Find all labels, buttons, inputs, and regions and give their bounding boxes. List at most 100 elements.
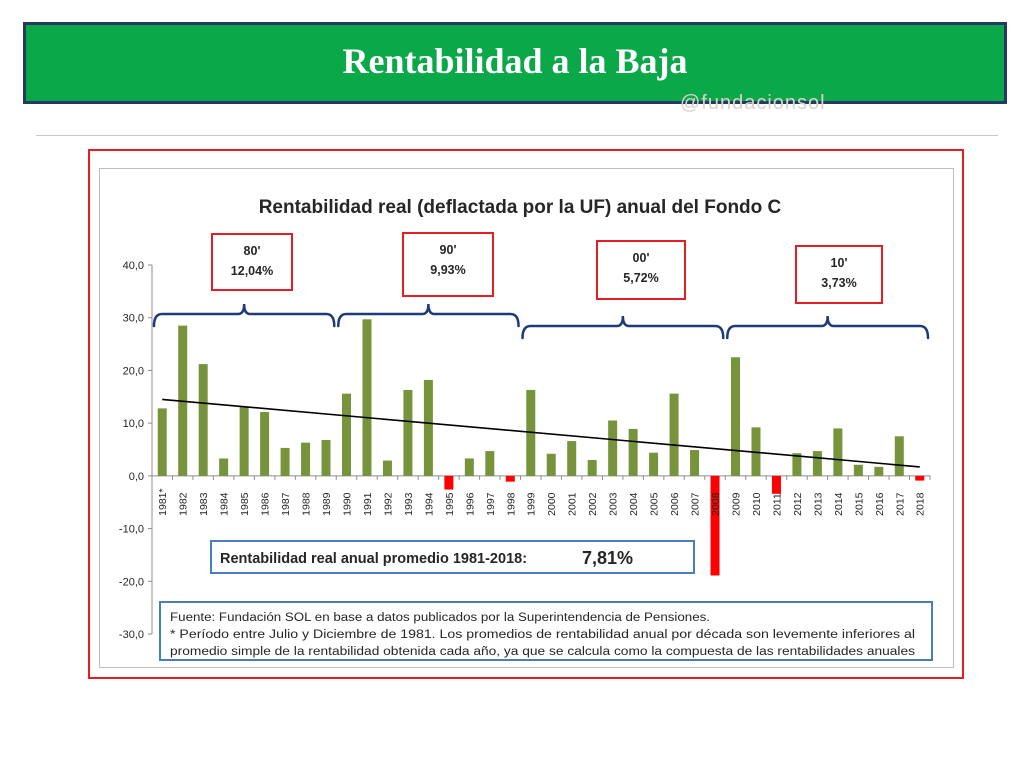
x-tick-label: 2006 — [669, 492, 681, 516]
decade-box-0 — [211, 233, 293, 291]
decade-label: 90' — [440, 243, 457, 257]
x-tick-label: 1990 — [342, 492, 354, 516]
bar-1984 — [219, 458, 229, 476]
slide-title: Rentabilidad a la Baja — [342, 41, 688, 81]
bar-1996 — [464, 458, 474, 476]
bar-2000 — [546, 453, 556, 476]
bar-2005 — [649, 452, 659, 476]
y-tick-label: 10,0 — [123, 418, 144, 430]
bar-2003 — [608, 420, 618, 476]
x-tick-label: 2017 — [894, 492, 906, 516]
bar-1998 — [505, 475, 515, 482]
x-tick-label: 2011 — [771, 493, 783, 516]
bar-1994 — [423, 379, 433, 476]
x-tick-label: 1988 — [301, 492, 313, 516]
bar-1987 — [280, 447, 290, 476]
watermark-handle: @fundacionsol — [680, 92, 826, 114]
bar-1986 — [260, 412, 270, 476]
x-tick-label: 1993 — [403, 492, 415, 516]
average-label: Rentabilidad real anual promedio 1981-20… — [220, 551, 527, 567]
bar-1985 — [239, 406, 249, 476]
decade-bracket-2 — [521, 315, 725, 340]
x-tick-label: 2008 — [710, 492, 722, 516]
decade-value: 3,73% — [821, 276, 856, 290]
decade-bracket-1 — [337, 303, 520, 328]
x-tick-label: 2004 — [628, 492, 640, 516]
bar-1983 — [198, 364, 208, 476]
source-line: Fuente: Fundación SOL en base a datos pu… — [170, 612, 710, 624]
decade-bracket-3 — [726, 315, 930, 340]
decade-value: 12,04% — [231, 264, 273, 278]
source-line: * Período entre Julio y Diciembre de 198… — [170, 629, 915, 641]
x-tick-label: 1991 — [362, 492, 374, 516]
chart-title: Rentabilidad real (deflactada por la UF)… — [259, 197, 782, 218]
bar-2011 — [771, 475, 781, 494]
bar-2017 — [894, 436, 904, 476]
x-tick-label: 2015 — [853, 492, 865, 516]
bar-2018 — [915, 475, 925, 481]
bar-2007 — [690, 450, 700, 476]
decade-box-3 — [795, 245, 883, 304]
decade-label: 00' — [633, 251, 650, 265]
x-tick-label: 1992 — [382, 492, 394, 516]
bar-1997 — [485, 451, 495, 476]
x-tick-label: 1984 — [219, 492, 231, 516]
x-tick-label: 1998 — [505, 492, 517, 516]
bar-1989 — [321, 440, 331, 476]
x-tick-label: 2007 — [690, 492, 702, 516]
x-tick-label: 1999 — [526, 492, 538, 516]
x-tick-label: 1989 — [321, 492, 333, 516]
bar-2009 — [731, 357, 740, 476]
x-tick-label: 2005 — [649, 492, 661, 516]
x-tick-label: 1986 — [260, 492, 272, 516]
slide-header: Rentabilidad a la Baja — [23, 22, 1007, 104]
decade-value: 5,72% — [623, 271, 658, 285]
y-tick-label: -20,0 — [119, 576, 144, 588]
y-tick-label: -10,0 — [119, 524, 144, 536]
x-tick-label: 2010 — [751, 492, 763, 516]
x-tick-label: 1985 — [239, 492, 251, 516]
bar-1981 — [157, 408, 167, 476]
x-tick-label: 1996 — [464, 492, 476, 516]
bar-2015 — [853, 464, 863, 476]
decade-box-2 — [596, 240, 686, 300]
bar-1992 — [382, 460, 392, 476]
bar-2016 — [874, 466, 884, 476]
bar-2006 — [669, 393, 679, 476]
average-box — [210, 540, 695, 574]
x-tick-label: 2000 — [546, 492, 558, 516]
y-tick-label: 20,0 — [123, 365, 144, 377]
bar-2004 — [628, 428, 638, 476]
decade-bracket-0 — [152, 303, 336, 328]
x-tick-label: 1995 — [444, 492, 456, 516]
bar-1995 — [444, 475, 454, 490]
bar-2013 — [812, 451, 822, 476]
decade-label: 80' — [244, 244, 261, 258]
x-tick-label: 2009 — [731, 492, 743, 516]
divider — [36, 135, 998, 136]
bar-2001 — [567, 441, 577, 476]
bar-1988 — [301, 442, 311, 476]
x-tick-label: 1982 — [178, 492, 190, 516]
x-tick-label: 1987 — [280, 492, 292, 516]
x-tick-label: 1981* — [157, 488, 169, 515]
bar-2002 — [587, 460, 597, 476]
y-tick-label: 40,0 — [123, 260, 144, 272]
bar-1993 — [403, 389, 413, 476]
trendline — [162, 398, 920, 468]
bar-1990 — [342, 393, 351, 476]
decade-value: 9,93% — [430, 263, 465, 277]
x-tick-label: 2014 — [833, 492, 845, 516]
x-tick-label: 1983 — [198, 492, 210, 516]
x-tick-label: 2001 — [567, 492, 579, 516]
bar-2012 — [792, 453, 802, 476]
x-tick-label: 1994 — [423, 492, 435, 516]
decade-box-1 — [402, 232, 494, 297]
bar-2014 — [833, 428, 843, 476]
x-tick-label: 2003 — [608, 492, 620, 516]
y-tick-label: 30,0 — [123, 313, 144, 325]
x-tick-label: 2012 — [792, 492, 804, 516]
bar-2008 — [710, 475, 720, 576]
x-tick-label: 2016 — [874, 492, 886, 516]
